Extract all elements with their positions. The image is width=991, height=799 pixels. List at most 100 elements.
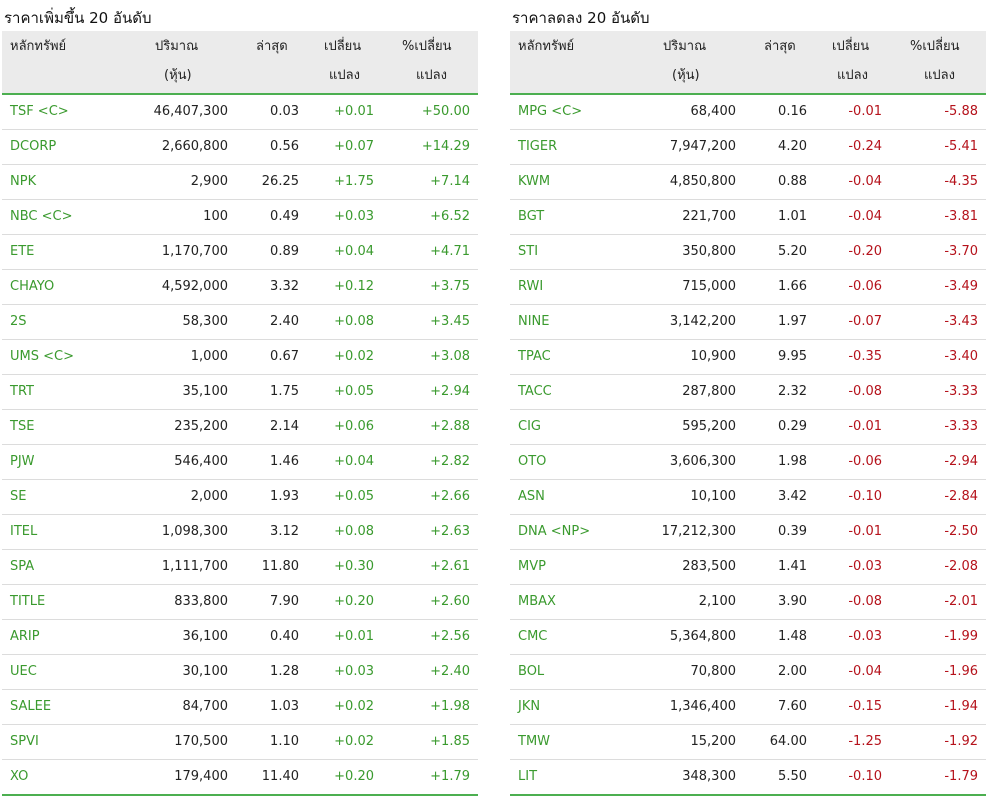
table-row: NPK 2,900 26.25 +1.75 +7.14	[2, 165, 478, 200]
symbol-link[interactable]: DCORP	[10, 139, 57, 154]
change-cell: +0.05	[334, 384, 374, 399]
symbol-link[interactable]: OTO	[518, 454, 547, 469]
symbol-link[interactable]: SPA	[10, 559, 35, 574]
symbol-link[interactable]: MBAX	[518, 594, 556, 609]
losers-title: ราคาลดลง 20 อันดับ	[512, 9, 650, 27]
table-row: MVP 283,500 1.41 -0.03 -2.08	[510, 550, 986, 585]
percent-change-cell: +2.40	[430, 664, 470, 679]
symbol-link[interactable]: 2S	[10, 314, 27, 329]
volume-cell: 715,000	[682, 279, 736, 294]
percent-change-cell: -1.79	[944, 769, 978, 784]
last-price-cell: 9.95	[778, 349, 807, 364]
last-price-cell: 2.14	[270, 419, 299, 434]
symbol-link[interactable]: ITEL	[10, 524, 38, 539]
volume-cell: 7,947,200	[669, 139, 736, 154]
percent-change-cell: -3.49	[944, 279, 978, 294]
symbol-link[interactable]: CMC	[518, 629, 548, 644]
col-volume-header: ปริมาณ	[663, 39, 707, 54]
symbol-link[interactable]: CIG	[518, 419, 541, 434]
symbol-link[interactable]: NPK	[10, 174, 37, 189]
table-row: ITEL 1,098,300 3.12 +0.08 +2.63	[2, 515, 478, 550]
volume-cell: 235,200	[174, 419, 228, 434]
symbol-link[interactable]: PJW	[10, 454, 35, 469]
symbol-link[interactable]: SALEE	[10, 699, 52, 714]
table-row: SPA 1,111,700 11.80 +0.30 +2.61	[2, 550, 478, 585]
volume-cell: 287,800	[682, 384, 736, 399]
symbol-link[interactable]: TSF <C>	[10, 104, 69, 119]
table-row: MBAX 2,100 3.90 -0.08 -2.01	[510, 585, 986, 620]
symbol-link[interactable]: ARIP	[10, 629, 40, 644]
percent-change-cell: -5.41	[944, 139, 978, 154]
volume-cell: 1,000	[190, 349, 228, 364]
change-cell: -0.35	[848, 349, 882, 364]
percent-change-cell: +4.71	[430, 244, 470, 259]
percent-change-cell: -3.43	[944, 314, 978, 329]
symbol-link[interactable]: KWM	[518, 174, 551, 189]
symbol-link[interactable]: TACC	[518, 384, 552, 399]
symbol-link[interactable]: TSE	[10, 419, 35, 434]
change-cell: -0.10	[848, 489, 882, 504]
last-price-cell: 1.01	[778, 209, 807, 224]
volume-cell: 10,900	[690, 349, 737, 364]
symbol-link[interactable]: TRT	[10, 384, 34, 399]
percent-change-cell: +2.60	[430, 594, 470, 609]
percent-change-cell: -3.40	[944, 349, 978, 364]
volume-cell: 3,606,300	[669, 454, 736, 469]
percent-change-cell: +50.00	[421, 104, 470, 119]
symbol-link[interactable]: UEC	[10, 664, 37, 679]
col-change-header: เปลี่ยน	[324, 39, 362, 54]
table-row: BGT 221,700 1.01 -0.04 -3.81	[510, 200, 986, 235]
volume-cell: 2,000	[190, 489, 228, 504]
symbol-link[interactable]: ETE	[10, 244, 35, 259]
change-cell: -0.10	[848, 769, 882, 784]
change-cell: +0.12	[334, 279, 374, 294]
symbol-link[interactable]: ASN	[518, 489, 545, 504]
table-row: BOL 70,800 2.00 -0.04 -1.96	[510, 655, 986, 690]
symbol-link[interactable]: JKN	[518, 699, 541, 714]
symbol-link[interactable]: STI	[518, 244, 539, 259]
table-row: PJW 546,400 1.46 +0.04 +2.82	[2, 445, 478, 480]
last-price-cell: 2.40	[270, 314, 299, 329]
symbol-link[interactable]: CHAYO	[10, 279, 55, 294]
symbol-link[interactable]: UMS <C>	[10, 349, 74, 364]
symbol-link[interactable]: DNA <NP>	[518, 524, 591, 539]
change-cell: +0.01	[334, 629, 374, 644]
volume-cell: 3,142,200	[669, 314, 736, 329]
symbol-link[interactable]: SPVI	[10, 734, 39, 749]
change-cell: -0.20	[848, 244, 882, 259]
symbol-link[interactable]: TPAC	[518, 349, 551, 364]
symbol-link[interactable]: NINE	[518, 314, 550, 329]
symbol-link[interactable]: TMW	[518, 734, 551, 749]
table-row: TSE 235,200 2.14 +0.06 +2.88	[2, 410, 478, 445]
change-cell: -0.04	[848, 174, 882, 189]
col-volume-unit: (หุ้น)	[164, 68, 192, 83]
col-change-header-l2: แปลง	[837, 68, 868, 83]
symbol-link[interactable]: SE	[10, 489, 27, 504]
last-price-cell: 64.00	[769, 734, 807, 749]
col-pct-header: %เปลี่ยน	[402, 39, 452, 54]
volume-cell: 1,346,400	[669, 699, 736, 714]
col-pct-header-l2: แปลง	[924, 68, 955, 83]
symbol-link[interactable]: MPG <C>	[518, 104, 583, 119]
last-price-cell: 2.32	[778, 384, 807, 399]
change-cell: +0.06	[334, 419, 374, 434]
symbol-link[interactable]: TITLE	[10, 594, 46, 609]
table-row: CIG 595,200 0.29 -0.01 -3.33	[510, 410, 986, 445]
symbol-link[interactable]: BOL	[518, 664, 545, 679]
table-row: ASN 10,100 3.42 -0.10 -2.84	[510, 480, 986, 515]
volume-cell: 58,300	[182, 314, 229, 329]
symbol-link[interactable]: BGT	[518, 209, 545, 224]
change-cell: -0.04	[848, 209, 882, 224]
symbol-link[interactable]: NBC <C>	[10, 209, 73, 224]
last-price-cell: 3.12	[270, 524, 299, 539]
last-price-cell: 7.60	[778, 699, 807, 714]
symbol-link[interactable]: LIT	[518, 769, 538, 784]
table-row: ARIP 36,100 0.40 +0.01 +2.56	[2, 620, 478, 655]
symbol-link[interactable]: RWI	[518, 279, 544, 294]
symbol-link[interactable]: XO	[10, 769, 29, 784]
last-price-cell: 0.88	[778, 174, 807, 189]
symbol-link[interactable]: MVP	[518, 559, 546, 574]
symbol-link[interactable]: TIGER	[518, 139, 558, 154]
percent-change-cell: +6.52	[430, 209, 470, 224]
percent-change-cell: +2.94	[430, 384, 470, 399]
